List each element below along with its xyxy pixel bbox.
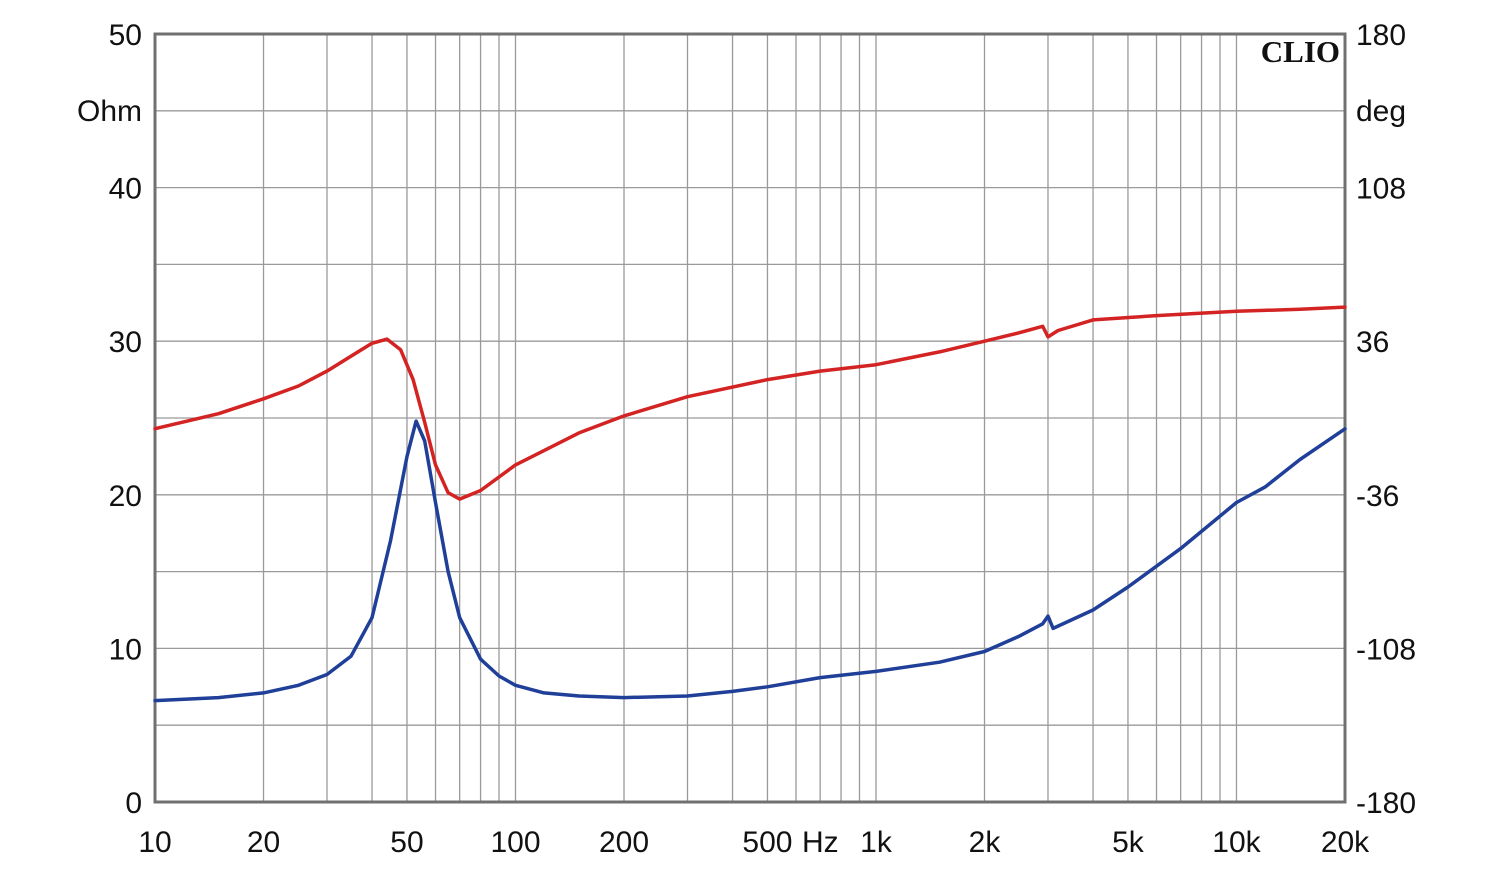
x-tick-label: 1k — [860, 826, 893, 859]
y-left-tick-labels: 0 10 20 30 40 50 — [109, 19, 142, 820]
y-right-tick-label: -36 — [1356, 480, 1399, 513]
y-right-tick-label: -108 — [1356, 633, 1416, 666]
y-left-tick-label: 0 — [125, 787, 142, 820]
y-right-unit-label: deg — [1356, 95, 1406, 128]
clio-brand-label: CLIO — [1261, 34, 1340, 69]
x-tick-label: 50 — [390, 826, 423, 859]
x-tick-label: 10 — [138, 826, 171, 859]
impedance-curve — [153, 419, 1347, 703]
phase-curve — [153, 305, 1347, 501]
plot-frame — [153, 32, 1347, 804]
x-tick-label: 500 — [742, 826, 792, 859]
x-unit-label: Hz — [802, 826, 839, 859]
y-left-tick-label: 20 — [109, 480, 142, 513]
y-right-tick-label: 108 — [1356, 173, 1406, 206]
x-tick-label: 20 — [247, 826, 280, 859]
x-tick-label: 2k — [969, 826, 1002, 859]
y-right-tick-label: -180 — [1356, 787, 1416, 820]
x-tick-label: 10k — [1212, 826, 1261, 859]
y-left-tick-label: 30 — [109, 326, 142, 359]
x-tick-label: 20k — [1321, 826, 1370, 859]
y-left-tick-label: 40 — [109, 173, 142, 206]
x-tick-labels: 10 20 50 100 200 500 1k 2k 5k 10k 20k — [138, 826, 1370, 859]
y-left-tick-label: 10 — [109, 633, 142, 666]
x-tick-label: 5k — [1112, 826, 1145, 859]
x-tick-label: 100 — [490, 826, 540, 859]
trace-layer — [153, 305, 1347, 703]
grid-lines — [155, 34, 1345, 802]
y-left-tick-label: 50 — [109, 19, 142, 52]
y-right-tick-label: 36 — [1356, 326, 1389, 359]
y-right-tick-labels: -180 -108 -36 36 108 180 — [1356, 19, 1416, 820]
y-right-tick-label: 180 — [1356, 19, 1406, 52]
x-tick-label: 200 — [599, 826, 649, 859]
y-left-unit-label: Ohm — [77, 95, 142, 128]
